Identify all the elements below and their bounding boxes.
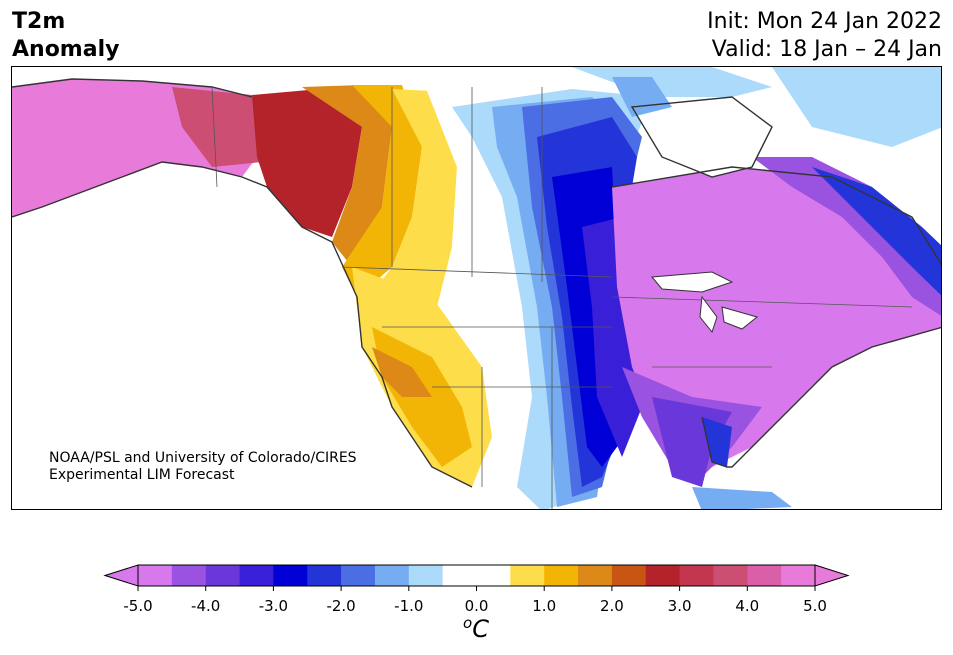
map-title: T2m Anomaly [12, 8, 119, 64]
credit-line-1: NOAA/PSL and University of Colorado/CIRE… [49, 450, 357, 466]
colorbar-bin [307, 565, 342, 586]
colorbar-under-arrow [103, 564, 139, 587]
anomaly-map [11, 66, 942, 510]
init-date: Init: Mon 24 Jan 2022 [707, 9, 942, 34]
colorbar-bin [205, 565, 241, 586]
colorbar-tick-label: 3.0 [667, 597, 692, 615]
colorbar-bin [442, 565, 477, 586]
colorbar-tick-label: -1.0 [394, 597, 424, 615]
colorbar-bin [239, 565, 274, 586]
colorbar-bin [138, 565, 173, 586]
unit-base: C [472, 615, 489, 643]
colorbar-bin [781, 565, 816, 586]
colorbar-tick-label: 1.0 [532, 597, 557, 615]
colorbar-bin [273, 565, 308, 586]
forecast-dates: Init: Mon 24 Jan 2022 Valid: 18 Jan – 24… [707, 8, 942, 64]
colorbar-bin [713, 565, 748, 586]
western-canada-warm [252, 87, 362, 237]
colorbar-bin [408, 565, 444, 586]
colorbar-bin [645, 565, 681, 586]
colorbar-bin [341, 565, 376, 586]
colorbar-bin [611, 565, 647, 586]
colorbar-tick-label: 2.0 [599, 597, 624, 615]
colorbar-tick-label: -2.0 [326, 597, 356, 615]
eastern-region [612, 167, 941, 467]
colorbar-bin [578, 565, 613, 586]
colorbar-bin [544, 565, 579, 586]
map-canvas [12, 67, 941, 509]
colorbar-tick-label: 0.0 [464, 597, 489, 615]
colorbar-bin [476, 565, 511, 586]
colorbar-tick-label: -4.0 [191, 597, 221, 615]
title-line-2: Anomaly [12, 37, 120, 62]
colorbar-tick-label: 4.0 [735, 597, 760, 615]
title-line-1: T2m [12, 9, 66, 34]
colorbar-bin [510, 565, 545, 586]
colorbar-tick-label: 5.0 [803, 597, 827, 615]
colorbar-tick-label: -5.0 [123, 597, 153, 615]
credit-line-2: Experimental LIM Forecast [49, 467, 235, 483]
colorbar-unit: oC [463, 614, 489, 643]
colorbar [103, 564, 850, 591]
credit-text: NOAA/PSL and University of Colorado/CIRE… [49, 450, 357, 484]
colorbar-tick-label: -3.0 [258, 597, 289, 615]
valid-range: Valid: 18 Jan – 24 Jan [711, 37, 942, 62]
colorbar-bin [679, 565, 714, 586]
unit-superscript: o [463, 614, 473, 632]
colorbar-over-arrow [814, 564, 850, 587]
colorbar-bin [747, 565, 782, 586]
colorbar-bin [374, 565, 410, 586]
colorbar-bin [171, 565, 207, 586]
